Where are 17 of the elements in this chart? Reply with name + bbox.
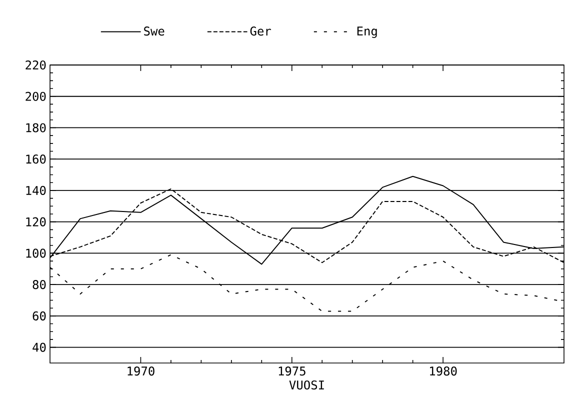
y-tick-label: 200 [26,92,46,101]
x-tick-label: 1975 [278,366,306,376]
y-tick-label: 140 [26,186,46,196]
x-axis-title: VUOSI [289,380,324,390]
y-tick-label: 160 [26,154,46,164]
legend-label: Swe [144,26,164,36]
y-tick-label: 80 [32,280,46,290]
legend-label: Ger [250,26,271,36]
y-tick-label: 120 [26,217,46,226]
x-tick-label: 1970 [128,366,154,376]
x-tick-label: 1980 [430,366,457,376]
y-tick-label: 40 [32,342,46,352]
y-tick-label: 100 [26,248,46,258]
y-tick-label: 220 [26,60,46,70]
y-tick-label: 180 [26,123,46,132]
legend-label: Eng [357,26,377,38]
y-tick-label: 60 [32,311,46,320]
